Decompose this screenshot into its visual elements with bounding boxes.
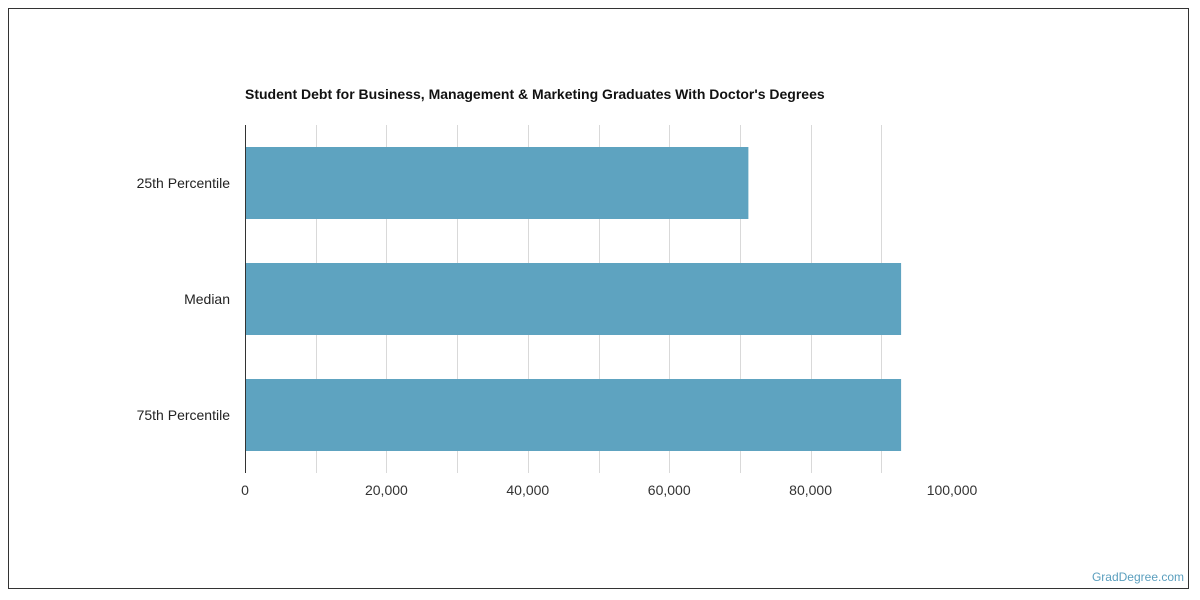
x-tick-label: 100,000	[927, 482, 978, 498]
watermark: GradDegree.com	[1091, 570, 1184, 584]
chart-title: Student Debt for Business, Management & …	[245, 86, 825, 102]
x-tick-label: 80,000	[789, 482, 832, 498]
bar-25th-percentile	[245, 147, 749, 219]
labels: 25th Percentile Median 75th Percentile 0 20,…	[137, 175, 978, 498]
x-tick-label: 60,000	[648, 482, 691, 498]
bar-median	[245, 263, 902, 335]
category-label: 25th Percentile	[137, 175, 231, 191]
x-tick-label: 0	[241, 482, 249, 498]
category-label: Median	[184, 291, 230, 307]
category-label: 75th Percentile	[137, 407, 231, 423]
x-tick-label: 40,000	[506, 482, 549, 498]
bar-75th-percentile	[245, 379, 902, 451]
bars	[245, 147, 902, 451]
x-tick-label: 20,000	[365, 482, 408, 498]
